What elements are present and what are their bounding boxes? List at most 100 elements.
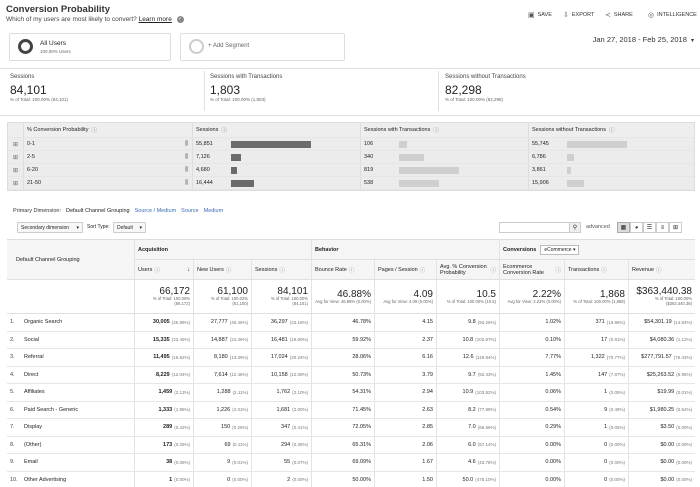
sessions-cell: 16,481 (19.60%) xyxy=(252,331,312,348)
col-sessions[interactable]: Sessions ⓘ xyxy=(193,123,361,137)
avg-conversion-probability-cell: 7.0 (66.56%) xyxy=(437,419,500,436)
column-label: Revenue xyxy=(632,266,655,273)
column-chart-icon[interactable]: ⫼ xyxy=(185,166,188,173)
pie-view-icon[interactable]: ◕ xyxy=(630,222,643,233)
col-pages-per-session[interactable]: Pages / Session ⓘ xyxy=(375,260,437,279)
save-label: SAVE xyxy=(537,12,552,18)
pivot-view-icon[interactable]: ⊞ xyxy=(669,222,682,233)
cell-value: $0.00 xyxy=(660,459,675,466)
channel-link[interactable]: Direct xyxy=(24,371,39,378)
bounce-rate-cell: 54.31% xyxy=(312,384,375,401)
cell-percent: (0.25%) xyxy=(232,424,248,430)
add-segment-label: + Add Segment xyxy=(208,43,250,49)
column-chart-icon[interactable]: ⫼ xyxy=(185,179,188,186)
search-icon[interactable]: ⚲ xyxy=(569,222,581,233)
table-view-icon[interactable]: ▦ xyxy=(617,222,630,233)
sessions-cell: 55,851 xyxy=(193,138,361,150)
summary-label: Sessions xyxy=(10,74,35,80)
date-range-picker[interactable]: Jan 27, 2018 - Feb 25, 2018 ▾ xyxy=(593,35,694,44)
learn-more-link[interactable]: Learn more xyxy=(138,16,172,24)
cell-percent: (0.00%) xyxy=(609,477,625,483)
table-row: 10. Other Advertising 1 (0.00%) 0 (0.00%) 2 (0.… xyxy=(7,471,695,487)
export-label: EXPORT xyxy=(571,12,595,18)
col-conversion-probability[interactable]: % Conversion Probability ⓘ xyxy=(24,123,193,137)
avg-conversion-probability-cell: 9.7 (92.33%) xyxy=(437,366,500,383)
secondary-dimension-dropdown[interactable]: Secondary dimension ▾ xyxy=(17,222,83,233)
dimension-default-channel-grouping[interactable]: Default Channel Grouping xyxy=(65,208,130,214)
conversions-dropdown[interactable]: eCommerce ▾ xyxy=(540,244,580,255)
channel-link[interactable]: (Other) xyxy=(24,441,42,448)
cell-percent: (0.41%) xyxy=(292,424,308,430)
sessions-without-transactions-value: 6,786 xyxy=(532,154,546,160)
sessions-with-transactions-cell: 538 xyxy=(361,177,529,189)
cell-value: 289 xyxy=(163,424,173,431)
sessions-without-transactions-cell: 3,861 xyxy=(529,164,694,176)
advanced-link[interactable]: advanced xyxy=(586,224,610,230)
total-sub: Avg for View: 4.09 (0.00%) xyxy=(383,298,433,304)
cell-value: 54.31% xyxy=(352,389,371,396)
channel-link[interactable]: Display xyxy=(24,424,43,431)
col-sessions[interactable]: Sessions ⓘ xyxy=(252,260,312,279)
col-bounce-rate[interactable]: Bounce Rate ⓘ xyxy=(312,260,375,279)
expand-plus-icon[interactable]: ⊞ xyxy=(8,164,24,176)
channel-link[interactable]: Organic Search xyxy=(24,319,63,326)
channel-cell: 6. Paid Search - Generic xyxy=(7,401,135,418)
channel-link[interactable]: Paid Search - Generic xyxy=(24,406,79,413)
column-chart-icon[interactable]: ⫼ xyxy=(185,140,188,147)
add-segment-button[interactable]: + Add Segment xyxy=(180,33,345,61)
col-avg-conversion-probability[interactable]: Avg. % Conversion Probability ⓘ xyxy=(437,260,500,279)
sort-type-dropdown[interactable]: Default ▾ xyxy=(113,222,146,233)
export-button[interactable]: ⇩ EXPORT xyxy=(563,11,594,19)
col-ecommerce-conversion-rate[interactable]: Ecommerce Conversion Rate ⓘ xyxy=(500,260,565,279)
pages-per-session-cell: 2.63 xyxy=(375,401,437,418)
expand-plus-icon[interactable]: ⊞ xyxy=(8,138,24,150)
dimension-medium[interactable]: Medium xyxy=(203,208,224,214)
col-users[interactable]: Users ⓘ ↓ xyxy=(135,260,194,279)
ecommerce-conversion-rate-cell: 0.00% xyxy=(500,436,565,453)
comparison-view-icon[interactable]: ≡ xyxy=(656,222,669,233)
save-button[interactable]: ▣ SAVE xyxy=(528,11,552,19)
channel-link[interactable]: Email xyxy=(24,459,38,466)
channel-link[interactable]: Other Advertising xyxy=(24,476,67,483)
new-users-cell: 69 (0.11%) xyxy=(194,436,252,453)
probability-rows: ⊞ 0-1 ⫼ 55,851 106 55,745 ⊞ 2-5 ⫼ 7,126 340 6,786 ⊞ 6… xyxy=(8,138,694,190)
col-transactions[interactable]: Transactions ⓘ xyxy=(565,260,629,279)
channel-link[interactable]: Affiliates xyxy=(24,389,45,396)
segment-all-users[interactable]: All Users 100.00% Users xyxy=(9,33,171,61)
dimension-source-medium[interactable]: Source / Medium xyxy=(134,208,177,214)
cell-percent: (2.13%) xyxy=(174,389,190,395)
cell-percent: (2.00%) xyxy=(292,407,308,413)
avg-conversion-probability-cell: 50.0 (475.10%) xyxy=(437,471,500,487)
cell-value: 7.0 xyxy=(468,424,476,431)
cell-value: 11,495 xyxy=(153,354,170,361)
dimension-source[interactable]: Source xyxy=(181,208,199,214)
cell-value: 2.94 xyxy=(422,389,433,396)
table-row: 8. (Other) 173 (0.25%) 69 (0.11%) 294 (0.35%) 65… xyxy=(7,436,695,454)
summary-label: Sessions with Transactions xyxy=(210,74,283,80)
col-revenue[interactable]: Revenue ⓘ xyxy=(629,260,695,279)
transactions-cell: 17 (0.91%) xyxy=(565,331,629,348)
col-sessions-without-transactions[interactable]: Sessions without Transactions ⓘ xyxy=(532,127,615,134)
transactions-cell: 0 (0.00%) xyxy=(565,436,629,453)
sort-descending-icon[interactable]: ↓ xyxy=(187,266,190,273)
column-label: New Users xyxy=(197,266,224,273)
column-label: Sessions xyxy=(255,266,278,273)
channel-link[interactable]: Social xyxy=(24,336,39,343)
expand-plus-icon[interactable]: ⊞ xyxy=(8,177,24,189)
column-chart-icon[interactable]: ⫼ xyxy=(185,153,188,160)
summary-sub: % of Total: 100.00% (1,803) xyxy=(210,97,266,102)
channel-link[interactable]: Referral xyxy=(24,354,44,361)
row-number: 4. xyxy=(10,371,15,378)
col-new-users[interactable]: New Users ⓘ xyxy=(194,260,252,279)
col-sessions-with-transactions[interactable]: Sessions with Transactions ⓘ xyxy=(361,123,529,137)
share-button[interactable]: ≺ SHARE xyxy=(605,11,633,19)
cell-value: 10,158 xyxy=(270,371,288,378)
cell-percent: (77.99%) xyxy=(477,407,496,413)
help-icon: ⓘ xyxy=(348,267,355,274)
total-value: 4.09 xyxy=(413,288,433,300)
sessions-cell: 7,126 xyxy=(193,151,361,163)
intelligence-button[interactable]: ◎ INTELLIGENCE xyxy=(648,11,697,19)
sessions-cell: 10,158 (12.08%) xyxy=(252,366,312,383)
performance-view-icon[interactable]: ☰ xyxy=(643,222,656,233)
expand-plus-icon[interactable]: ⊞ xyxy=(8,151,24,163)
